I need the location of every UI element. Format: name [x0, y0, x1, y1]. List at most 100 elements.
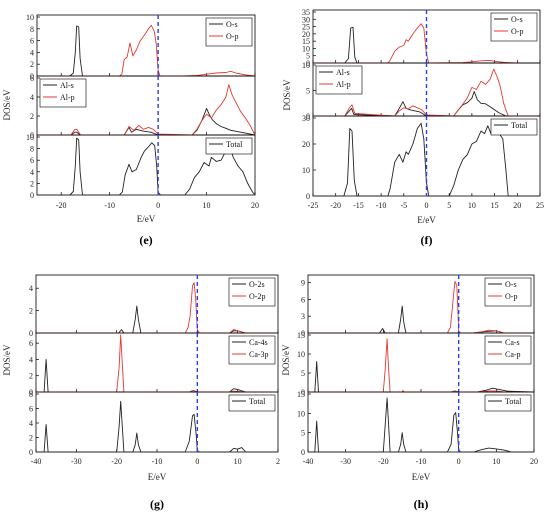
x-tick-label: -10 — [376, 201, 387, 210]
y-tick-label: 8 — [30, 145, 34, 154]
x-tick-label: 0 — [195, 457, 199, 466]
series-o-s-line — [308, 305, 534, 334]
y-tick-label: 25 — [302, 23, 310, 32]
x-tick-label: 20 — [530, 457, 538, 466]
legend-box — [490, 12, 538, 42]
x-tick-label: 10 — [234, 457, 242, 466]
x-tick-label: 10 — [492, 457, 500, 466]
legend-label: O-p — [505, 292, 517, 301]
panel-e-1: 0 2 4 6 8 10 O-s O-p — [26, 13, 256, 81]
x-tick-label: -10 — [152, 457, 163, 466]
legend-label: Al-s — [336, 68, 350, 77]
figure-label-g: (g) — [150, 497, 164, 511]
legend-box — [205, 17, 253, 47]
series-al-p-line — [313, 68, 540, 117]
legend-label: Ca-4s — [249, 338, 268, 347]
y-tick-label: 5 — [301, 429, 305, 438]
chart-g: 0 2 4 O-2s O-2p 0 2 4 6 Ca-4s Ca-3p 0 2 4 6 8 Total -40 -3… — [2, 274, 280, 511]
series-o-p-line — [313, 23, 518, 64]
series-total-line — [308, 397, 534, 453]
y-tick-label: 4 — [29, 419, 33, 428]
x-tick-label: -20 — [378, 457, 389, 466]
y-tick-label: 4 — [30, 168, 34, 177]
y-tick-label: 2 — [30, 60, 34, 69]
legend-label: Ca-3p — [249, 350, 269, 359]
x-tick-label: -5 — [400, 201, 407, 210]
series-o-p-line — [37, 24, 256, 77]
legend: O-s O-p — [484, 277, 532, 307]
x-tick-label: -20 — [111, 457, 122, 466]
legend-label: Al-p — [60, 93, 75, 102]
legend-label: Total — [511, 121, 528, 130]
y-tick-label: 10 — [302, 44, 310, 53]
x-tick-label: -15 — [353, 201, 364, 210]
legend-box — [228, 277, 276, 307]
panel-g-3: 0 2 4 6 8 Total — [29, 390, 279, 457]
y-tick-label: 20 — [302, 30, 310, 39]
x-axis-label: E/eV — [417, 215, 436, 225]
y-tick-label: 0 — [301, 448, 305, 457]
y-tick-label: 4 — [30, 48, 34, 57]
legend: O-s O-p — [490, 12, 538, 42]
panel-e-3: 0 2 4 6 8 10 Total — [26, 133, 256, 200]
y-tick-label: 15 — [302, 37, 310, 46]
y-tick-label: 6 — [30, 37, 34, 46]
y-tick-label: 0 — [30, 191, 34, 200]
y-tick-label: 10 — [26, 133, 34, 142]
legend: Total — [484, 394, 532, 412]
legend: O-s O-p — [205, 17, 253, 47]
legend-label: O-2p — [249, 292, 265, 301]
legend-box — [228, 335, 276, 365]
y-tick-label: 0 — [301, 329, 305, 338]
chart-h: 0 3 6 9 O-s O-p 0 5 10 15 Ca-s Ca-p 0 5 10 15 Total -40 -3… — [281, 274, 538, 511]
y-tick-label: 3 — [301, 312, 305, 321]
x-tick-label: 0 — [457, 457, 461, 466]
legend-label: O-s — [226, 20, 238, 29]
y-tick-label: 8 — [29, 390, 33, 399]
legend-label: Total — [505, 397, 522, 406]
series-o-s-line — [313, 26, 540, 64]
y-tick-label: 30 — [302, 15, 310, 24]
legend-box — [228, 394, 276, 412]
legend: Total — [490, 118, 538, 136]
y-tick-label: 10 — [302, 166, 310, 175]
y-tick-label: 35 — [302, 8, 310, 17]
y-tick-label: 6 — [29, 405, 33, 414]
legend-label: Total — [249, 397, 266, 406]
y-tick-label: 0 — [301, 388, 305, 397]
series-o-2p-line — [36, 282, 278, 334]
legend-box — [315, 65, 363, 95]
x-tick-label: 10 — [468, 201, 476, 210]
y-tick-label: 0 — [306, 112, 310, 121]
chart-f: 05101520253035O-sO-p0510Al-sAl-p0102030T… — [282, 8, 544, 247]
y-tick-label: 2 — [29, 434, 33, 443]
y-tick-label: 6 — [301, 295, 305, 304]
x-tick-label: -10 — [104, 201, 115, 210]
y-axis-label: DOS/eV — [2, 89, 12, 120]
x-tick-label: -20 — [56, 201, 67, 210]
legend-box — [484, 335, 532, 365]
legend-box — [205, 137, 253, 155]
x-tick-label: -40 — [303, 457, 314, 466]
legend-label: O-p — [511, 27, 523, 36]
panel-h-1: 0 3 6 9 O-s O-p — [301, 274, 535, 338]
legend-box — [490, 118, 538, 136]
y-tick-label: 6 — [30, 156, 34, 165]
y-tick-label: 20 — [302, 140, 310, 149]
x-tick-label: 0 — [156, 201, 160, 210]
y-tick-label: 0 — [29, 388, 33, 397]
legend-box — [484, 277, 532, 307]
panel-frame — [36, 134, 256, 196]
y-tick-label: 9 — [301, 279, 305, 288]
x-tick-label: 15 — [491, 201, 499, 210]
y-tick-label: 15 — [297, 390, 305, 399]
panel-e-2: 0 2 4 6 Al-s Al-p — [30, 74, 256, 140]
x-tick-label: -10 — [416, 457, 427, 466]
y-tick-label: 5 — [306, 52, 310, 61]
legend-label: O-s — [505, 280, 517, 289]
x-tick-label: 20 — [513, 201, 521, 210]
legend-box — [484, 394, 532, 412]
legend-label: Al-s — [60, 81, 74, 90]
